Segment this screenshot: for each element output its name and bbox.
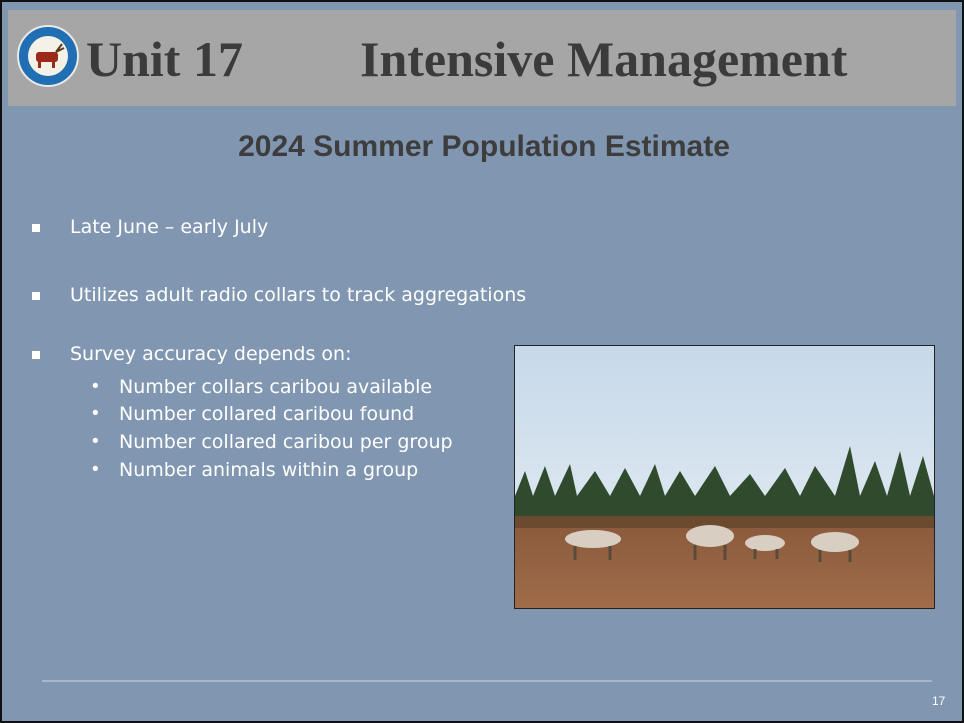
sub-bullet: Number collars caribou available (119, 376, 432, 398)
sub-bullet-marker: • (92, 431, 99, 453)
bullet-marker (32, 292, 40, 300)
sub-bullet: Number collared caribou found (119, 403, 414, 425)
sub-bullet-marker: • (92, 376, 99, 398)
bullet: Utilizes adult radio collars to track ag… (70, 284, 526, 306)
sub-bullet-marker: • (92, 459, 99, 481)
page-number: 17 (932, 694, 945, 708)
bullet-marker (32, 224, 40, 232)
slide: Unit 17 Intensive Management 2024 Summer… (0, 0, 964, 723)
footer-rule (42, 680, 932, 682)
bullet-marker (32, 351, 40, 359)
logo (16, 24, 80, 88)
header-unit: Unit 17 (86, 30, 243, 88)
sub-bullet: Number collared caribou per group (119, 431, 453, 453)
bullet: Late June – early July (70, 216, 268, 238)
subtitle: 2024 Summer Population Estimate (2, 130, 964, 164)
caribou-photo (514, 345, 935, 609)
sub-bullet: Number animals within a group (119, 459, 418, 481)
sub-bullet-marker: • (92, 403, 99, 425)
header-title: Intensive Management (360, 30, 847, 88)
bullet: Survey accuracy depends on: (70, 343, 352, 365)
